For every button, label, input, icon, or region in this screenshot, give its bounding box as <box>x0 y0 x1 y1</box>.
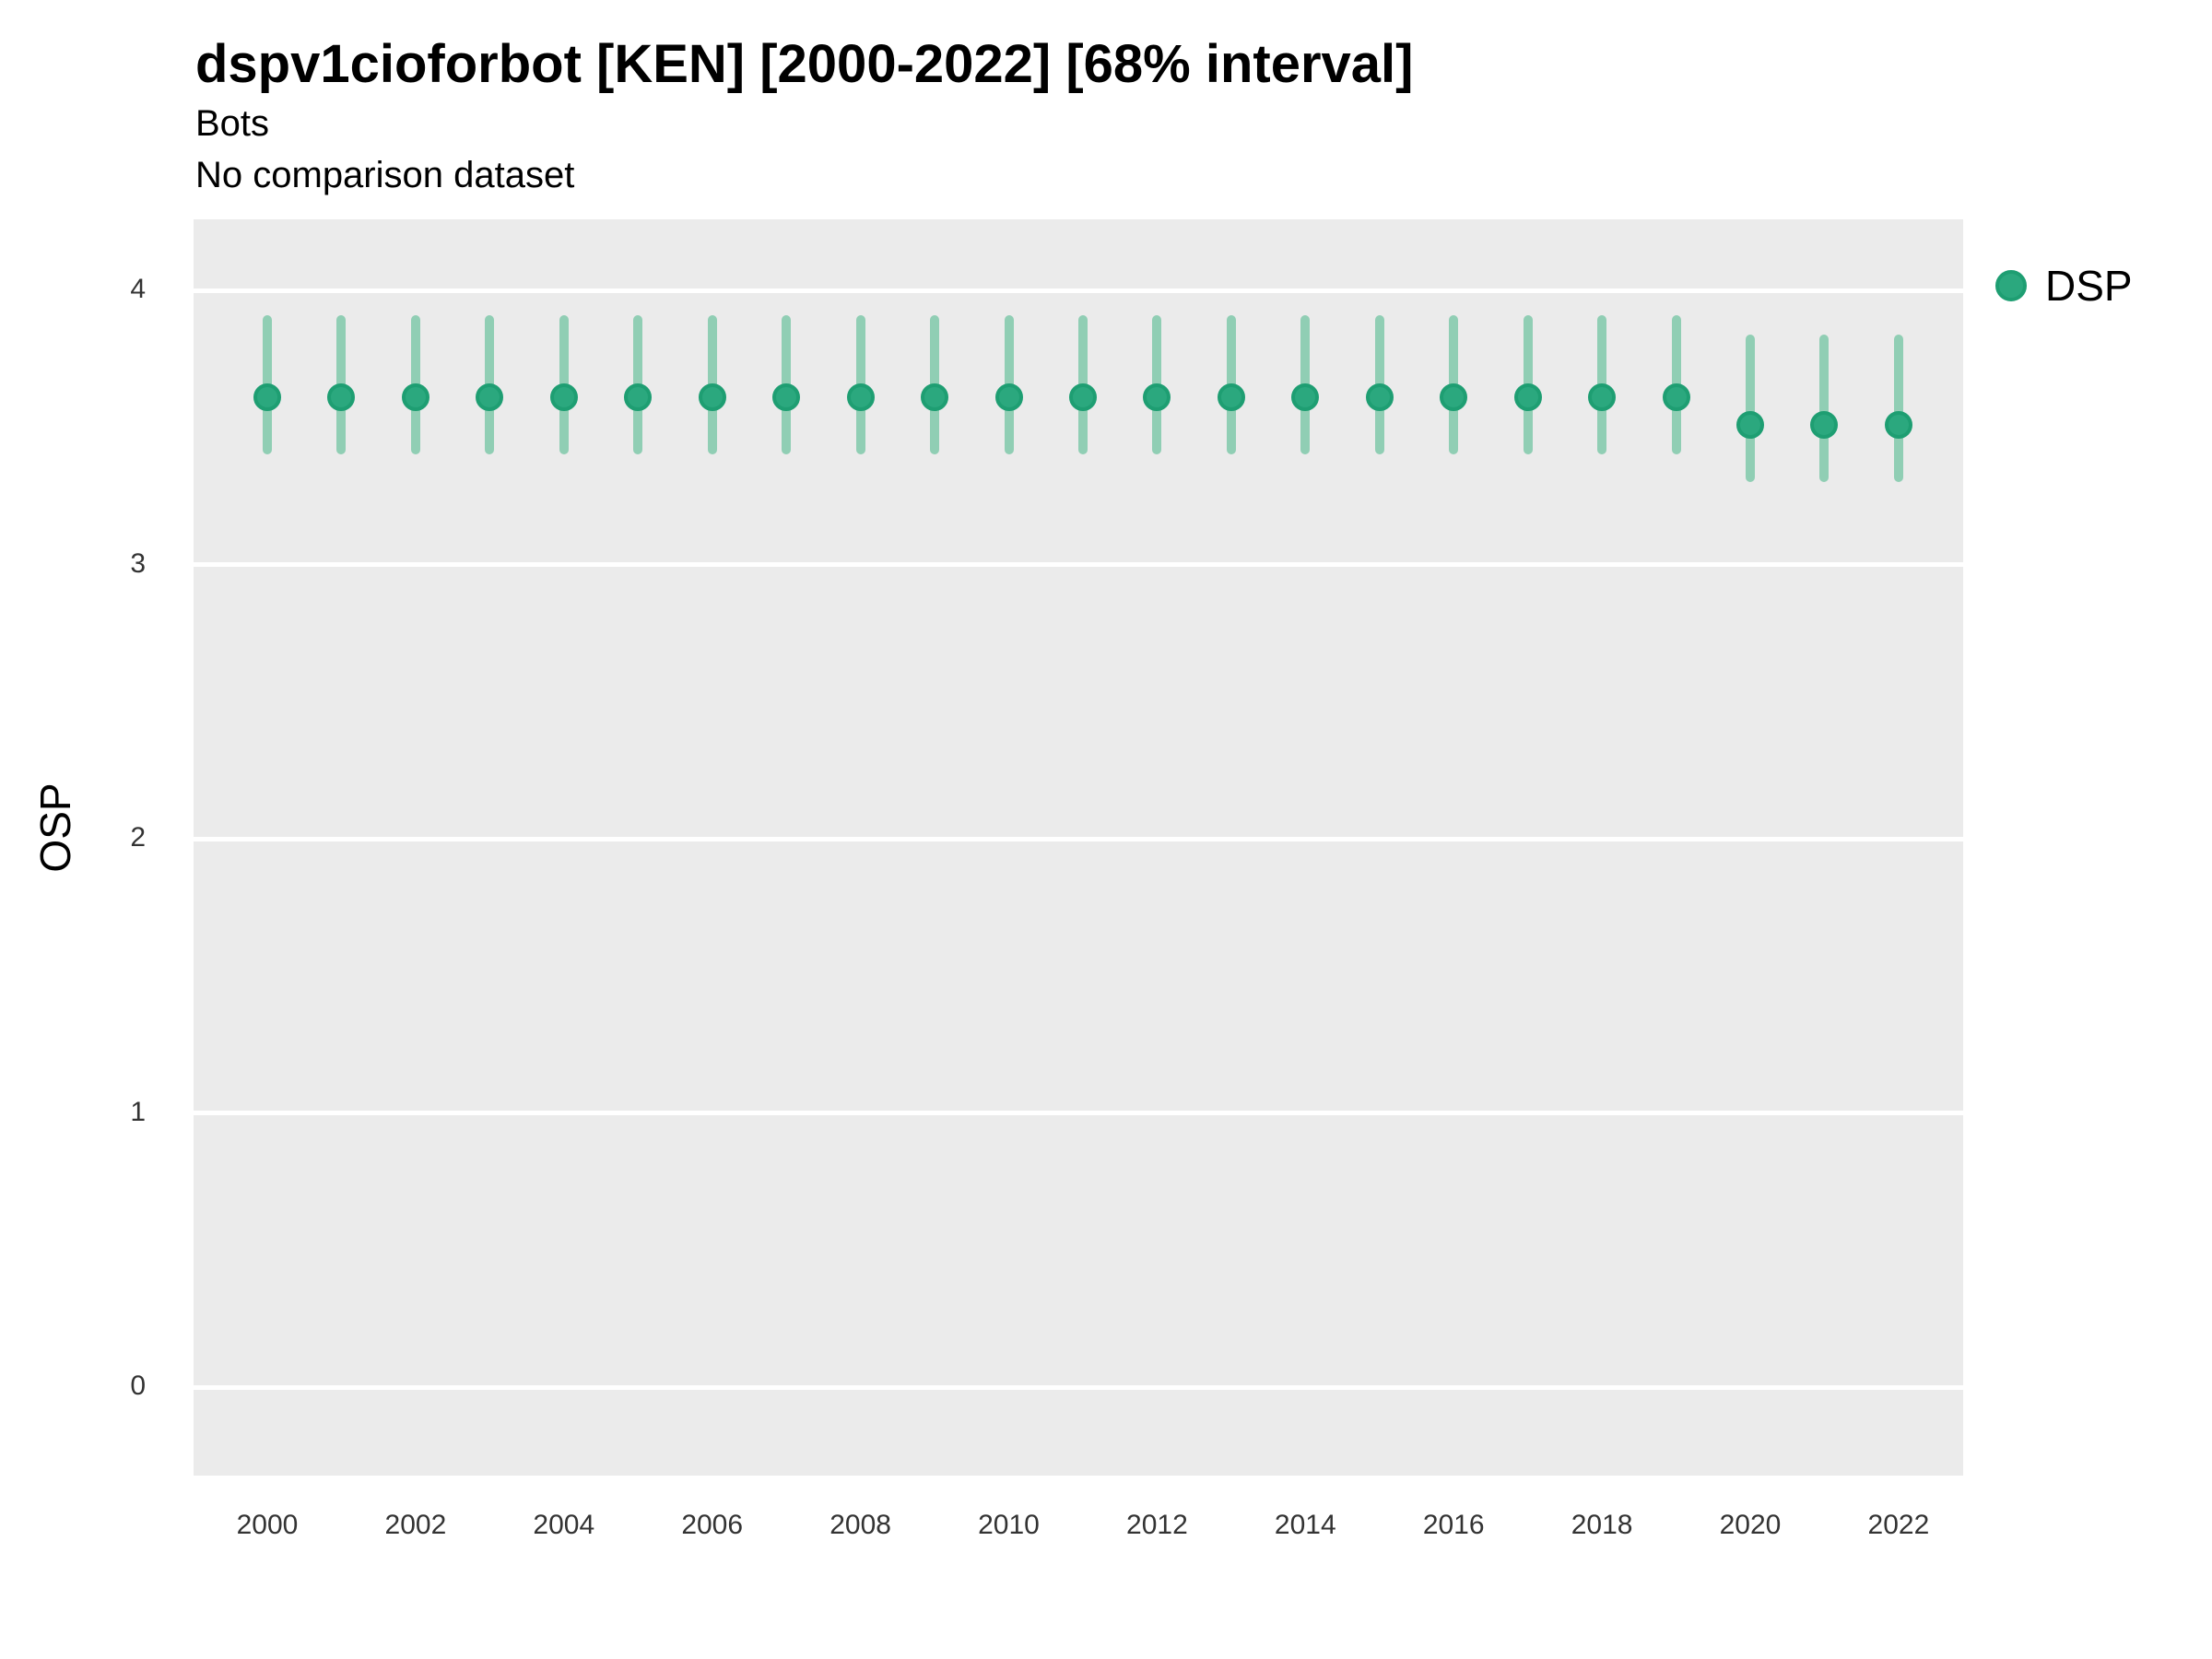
data-point-2012 <box>1143 383 1171 412</box>
x-tick-label-2012: 2012 <box>1126 1510 1188 1540</box>
x-tick-label-2020: 2020 <box>1719 1510 1782 1540</box>
x-tick-label-2004: 2004 <box>533 1510 595 1540</box>
x-tick-label-2002: 2002 <box>384 1510 447 1540</box>
data-point-2009 <box>921 383 949 412</box>
data-point-2006 <box>698 383 726 412</box>
y-tick-label-3: 3 <box>130 547 146 579</box>
data-point-2005 <box>624 383 653 412</box>
x-tick-label-2006: 2006 <box>681 1510 744 1540</box>
chart-title: dspv1cioforbot [KEN] [2000-2022] [68% in… <box>195 34 1414 94</box>
gridline-y-0 <box>194 1384 1963 1390</box>
data-point-2013 <box>1217 383 1245 412</box>
plot-panel <box>194 219 1963 1476</box>
data-point-2021 <box>1810 410 1839 439</box>
x-tick-label-2010: 2010 <box>978 1510 1040 1540</box>
data-point-2017 <box>1513 383 1542 412</box>
data-point-2002 <box>401 383 429 412</box>
gridline-y-2 <box>194 836 1963 841</box>
data-point-2014 <box>1291 383 1320 412</box>
x-tick-label-2014: 2014 <box>1274 1510 1336 1540</box>
gridline-y-3 <box>194 562 1963 567</box>
gridline-y-1 <box>194 1111 1963 1115</box>
data-point-2019 <box>1662 383 1690 412</box>
x-tick-label-2008: 2008 <box>830 1510 891 1540</box>
gridline-y-4 <box>194 288 1963 293</box>
y-tick-label-4: 4 <box>130 274 146 304</box>
error-bar-2022 <box>1893 334 1903 483</box>
legend: DSP <box>1995 261 2133 311</box>
y-tick-label-1: 1 <box>130 1096 146 1127</box>
data-point-2001 <box>327 383 356 412</box>
data-point-2011 <box>1068 383 1097 412</box>
x-tick-label-2000: 2000 <box>236 1510 299 1540</box>
y-tick-label-2: 2 <box>130 822 146 853</box>
error-bar-2020 <box>1746 334 1755 483</box>
error-bar-2021 <box>1819 334 1830 483</box>
data-point-2020 <box>1736 410 1764 439</box>
data-point-2008 <box>846 383 875 412</box>
data-point-2004 <box>549 383 578 412</box>
data-point-2000 <box>253 383 281 412</box>
data-point-2018 <box>1588 383 1617 412</box>
chart-note: No comparison dataset <box>195 155 575 195</box>
data-point-2015 <box>1365 383 1394 412</box>
data-point-2003 <box>476 383 504 412</box>
data-point-2010 <box>994 383 1023 412</box>
data-point-2022 <box>1884 410 1912 439</box>
chart-subtitle: Bots <box>195 103 270 144</box>
y-tick-label-0: 0 <box>130 1371 146 1401</box>
x-tick-label-2018: 2018 <box>1571 1510 1633 1540</box>
data-point-2016 <box>1440 383 1468 412</box>
legend-label: DSP <box>2045 262 2133 310</box>
x-tick-label-2016: 2016 <box>1422 1510 1485 1540</box>
data-point-2007 <box>772 383 801 412</box>
x-tick-label-2022: 2022 <box>1867 1510 1930 1540</box>
legend-dsp-dot-icon <box>1995 270 2027 301</box>
